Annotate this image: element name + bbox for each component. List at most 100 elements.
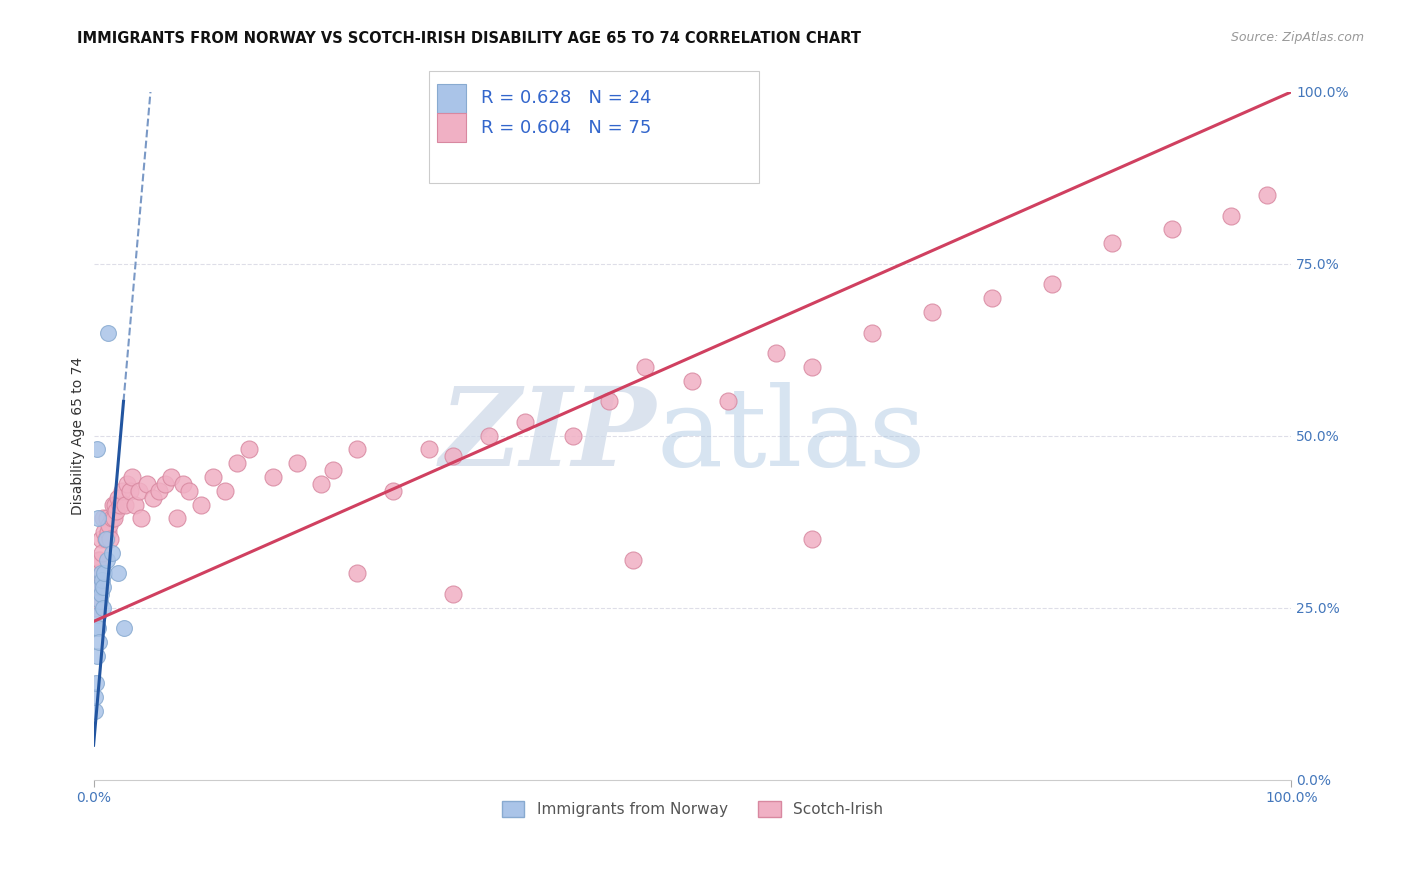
Point: [87, 635, 110, 649]
Point: [561, 428, 583, 442]
Point: [87, 607, 110, 622]
Point: [84, 580, 107, 594]
Point: [160, 470, 183, 484]
Point: [121, 470, 143, 484]
Point: [86, 648, 108, 663]
Point: [142, 491, 165, 505]
Point: [190, 498, 212, 512]
Point: [346, 566, 368, 581]
Point: [717, 394, 740, 409]
Text: atlas: atlas: [657, 383, 927, 489]
Point: [418, 442, 440, 457]
Point: [91, 511, 114, 525]
Text: ZIP: ZIP: [440, 382, 657, 490]
Point: [107, 566, 129, 581]
Point: [262, 470, 284, 484]
Point: [105, 504, 128, 518]
Point: [322, 463, 344, 477]
Point: [90, 566, 112, 581]
Point: [633, 359, 655, 374]
Point: [84, 676, 107, 690]
Point: [214, 483, 236, 498]
Point: [98, 532, 121, 546]
Point: [1101, 236, 1123, 251]
Point: [98, 518, 121, 533]
Point: [148, 483, 170, 498]
Point: [90, 532, 112, 546]
Point: [90, 587, 112, 601]
Point: [96, 552, 118, 566]
Point: [478, 428, 501, 442]
Point: [93, 524, 115, 539]
Point: [97, 524, 120, 539]
Point: [111, 483, 134, 498]
Point: [91, 573, 114, 587]
Point: [921, 305, 943, 319]
Point: [83, 600, 105, 615]
Point: [87, 511, 110, 525]
Point: [128, 483, 150, 498]
Point: [104, 498, 127, 512]
Point: [100, 511, 122, 525]
Text: R = 0.604   N = 75: R = 0.604 N = 75: [481, 119, 651, 136]
Point: [681, 374, 703, 388]
Point: [114, 498, 136, 512]
Text: Source: ZipAtlas.com: Source: ZipAtlas.com: [1230, 31, 1364, 45]
Point: [93, 566, 115, 581]
Point: [94, 532, 117, 546]
Point: [124, 498, 146, 512]
Point: [96, 511, 118, 525]
Point: [441, 587, 464, 601]
Point: [86, 580, 108, 594]
Point: [226, 456, 249, 470]
Y-axis label: Disability Age 65 to 74: Disability Age 65 to 74: [72, 357, 86, 515]
Point: [112, 621, 135, 635]
Point: [118, 483, 141, 498]
Point: [980, 291, 1002, 305]
Point: [89, 580, 111, 594]
Point: [91, 600, 114, 615]
Point: [86, 621, 108, 635]
Point: [89, 594, 111, 608]
Point: [87, 621, 110, 635]
Point: [107, 491, 129, 505]
Point: [155, 476, 177, 491]
Point: [86, 442, 108, 457]
Point: [1220, 209, 1243, 223]
Point: [513, 415, 536, 429]
Point: [801, 532, 824, 546]
Point: [172, 476, 194, 491]
Point: [108, 498, 131, 512]
Point: [621, 552, 644, 566]
Point: [91, 580, 114, 594]
Point: [801, 359, 824, 374]
Point: [202, 470, 225, 484]
Point: [860, 326, 883, 340]
Point: [238, 442, 260, 457]
Point: [1040, 277, 1063, 292]
Point: [101, 498, 124, 512]
Point: [84, 594, 107, 608]
Point: [285, 456, 308, 470]
Point: [179, 483, 201, 498]
Point: [103, 511, 125, 525]
Point: [131, 511, 153, 525]
Text: IMMIGRANTS FROM NORWAY VS SCOTCH-IRISH DISABILITY AGE 65 TO 74 CORRELATION CHART: IMMIGRANTS FROM NORWAY VS SCOTCH-IRISH D…: [77, 31, 862, 46]
Point: [441, 450, 464, 464]
Point: [94, 532, 117, 546]
Point: [86, 566, 108, 581]
Point: [87, 566, 110, 581]
Point: [309, 476, 332, 491]
Point: [97, 326, 120, 340]
Point: [83, 704, 105, 718]
Point: [115, 476, 138, 491]
Point: [87, 580, 110, 594]
Point: [89, 552, 111, 566]
Point: [765, 346, 787, 360]
Point: [598, 394, 620, 409]
Point: [87, 552, 110, 566]
Text: R = 0.628   N = 24: R = 0.628 N = 24: [481, 89, 651, 107]
Point: [382, 483, 405, 498]
Legend: Immigrants from Norway, Scotch-Irish: Immigrants from Norway, Scotch-Irish: [495, 796, 890, 823]
Point: [100, 546, 122, 560]
